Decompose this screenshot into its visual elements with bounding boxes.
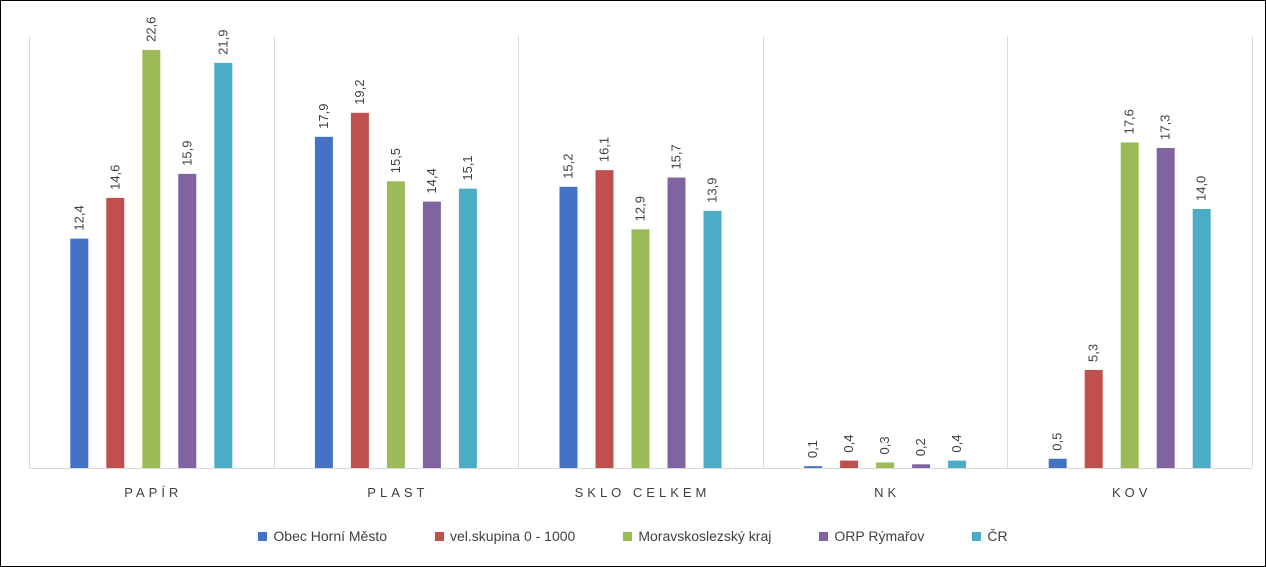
bar: [631, 229, 650, 468]
data-label: 12,9: [633, 196, 648, 221]
bar: [1048, 458, 1067, 468]
legend-swatch-4: [972, 531, 982, 541]
data-label: 14,4: [424, 168, 439, 193]
data-label: 15,5: [388, 148, 403, 173]
x-tick-label: SKLO CELKEM: [575, 485, 711, 500]
x-tick-label: NK: [874, 485, 900, 500]
legend: Obec Horní Město vel.skupina 0 - 1000 Mo…: [0, 528, 1266, 544]
legend-item-4: ČR: [972, 528, 1008, 544]
legend-label-3: ORP Rýmařov: [834, 528, 925, 544]
data-label: 19,2: [352, 79, 367, 104]
data-label: 14,6: [107, 165, 122, 190]
bar: [804, 466, 823, 468]
legend-swatch-2: [623, 531, 633, 541]
data-label: 15,9: [179, 141, 194, 166]
legend-label-0: Obec Horní Město: [273, 528, 388, 544]
bar: [703, 210, 722, 468]
bar: [350, 112, 369, 469]
data-label: 21,9: [215, 30, 230, 55]
bar: [1156, 147, 1175, 468]
data-label: 0,1: [805, 440, 820, 458]
bar: [840, 460, 859, 468]
legend-swatch-0: [258, 531, 268, 541]
legend-label-4: ČR: [987, 528, 1008, 544]
bar: [142, 49, 161, 469]
bar: [876, 462, 895, 468]
data-label: 13,9: [705, 178, 720, 203]
bar: [912, 464, 931, 468]
bar: [106, 197, 125, 468]
bar: [422, 201, 441, 468]
legend-item-1: vel.skupina 0 - 1000: [435, 528, 575, 544]
bar: [1192, 209, 1211, 468]
data-label: 17,3: [1158, 115, 1173, 140]
bar: [1084, 369, 1103, 468]
bar: [214, 62, 233, 468]
data-label: 0,5: [1050, 433, 1065, 451]
data-label: 15,7: [669, 144, 684, 169]
legend-item-2: Moravskoslezský kraj: [623, 528, 771, 544]
x-tick-label: PAPÍR: [124, 485, 182, 500]
data-label: 15,1: [460, 155, 475, 180]
x-tick-label: PLAST: [367, 485, 428, 500]
data-label: 17,6: [1122, 109, 1137, 134]
bar: [1120, 142, 1139, 468]
data-label: 0,4: [949, 435, 964, 453]
data-label: 0,2: [913, 438, 928, 456]
bar: [595, 170, 614, 468]
legend-swatch-1: [435, 531, 445, 541]
data-label: 0,3: [877, 436, 892, 454]
legend-label-2: Moravskoslezský kraj: [638, 528, 772, 544]
bar: [948, 460, 967, 468]
data-label: 17,9: [316, 104, 331, 129]
bar: [458, 188, 477, 468]
bar: [559, 186, 578, 469]
legend-item-3: ORP Rýmařov: [819, 528, 924, 544]
legend-swatch-3: [819, 531, 829, 541]
data-label: 22,6: [143, 17, 158, 42]
bar: [386, 181, 405, 468]
bar: [314, 136, 333, 468]
bar: [70, 238, 89, 468]
data-label: 14,0: [1194, 176, 1209, 201]
legend-label-1: vel.skupina 0 - 1000: [450, 528, 576, 544]
legend-item-0: Obec Horní Město: [258, 528, 387, 544]
bar-chart: 12,4 14,6 22,6 15,9 21,9 PAPÍR 17,9 19,2 15,5 14,…: [29, 17, 1253, 500]
data-label: 16,1: [597, 137, 612, 162]
x-tick-label: KOV: [1112, 485, 1151, 500]
data-label: 0,4: [841, 435, 856, 453]
bar: [178, 173, 197, 468]
data-label: 12,4: [71, 205, 86, 230]
data-label: 15,2: [561, 153, 576, 178]
data-label: 5,3: [1086, 344, 1101, 362]
bar: [667, 177, 686, 469]
